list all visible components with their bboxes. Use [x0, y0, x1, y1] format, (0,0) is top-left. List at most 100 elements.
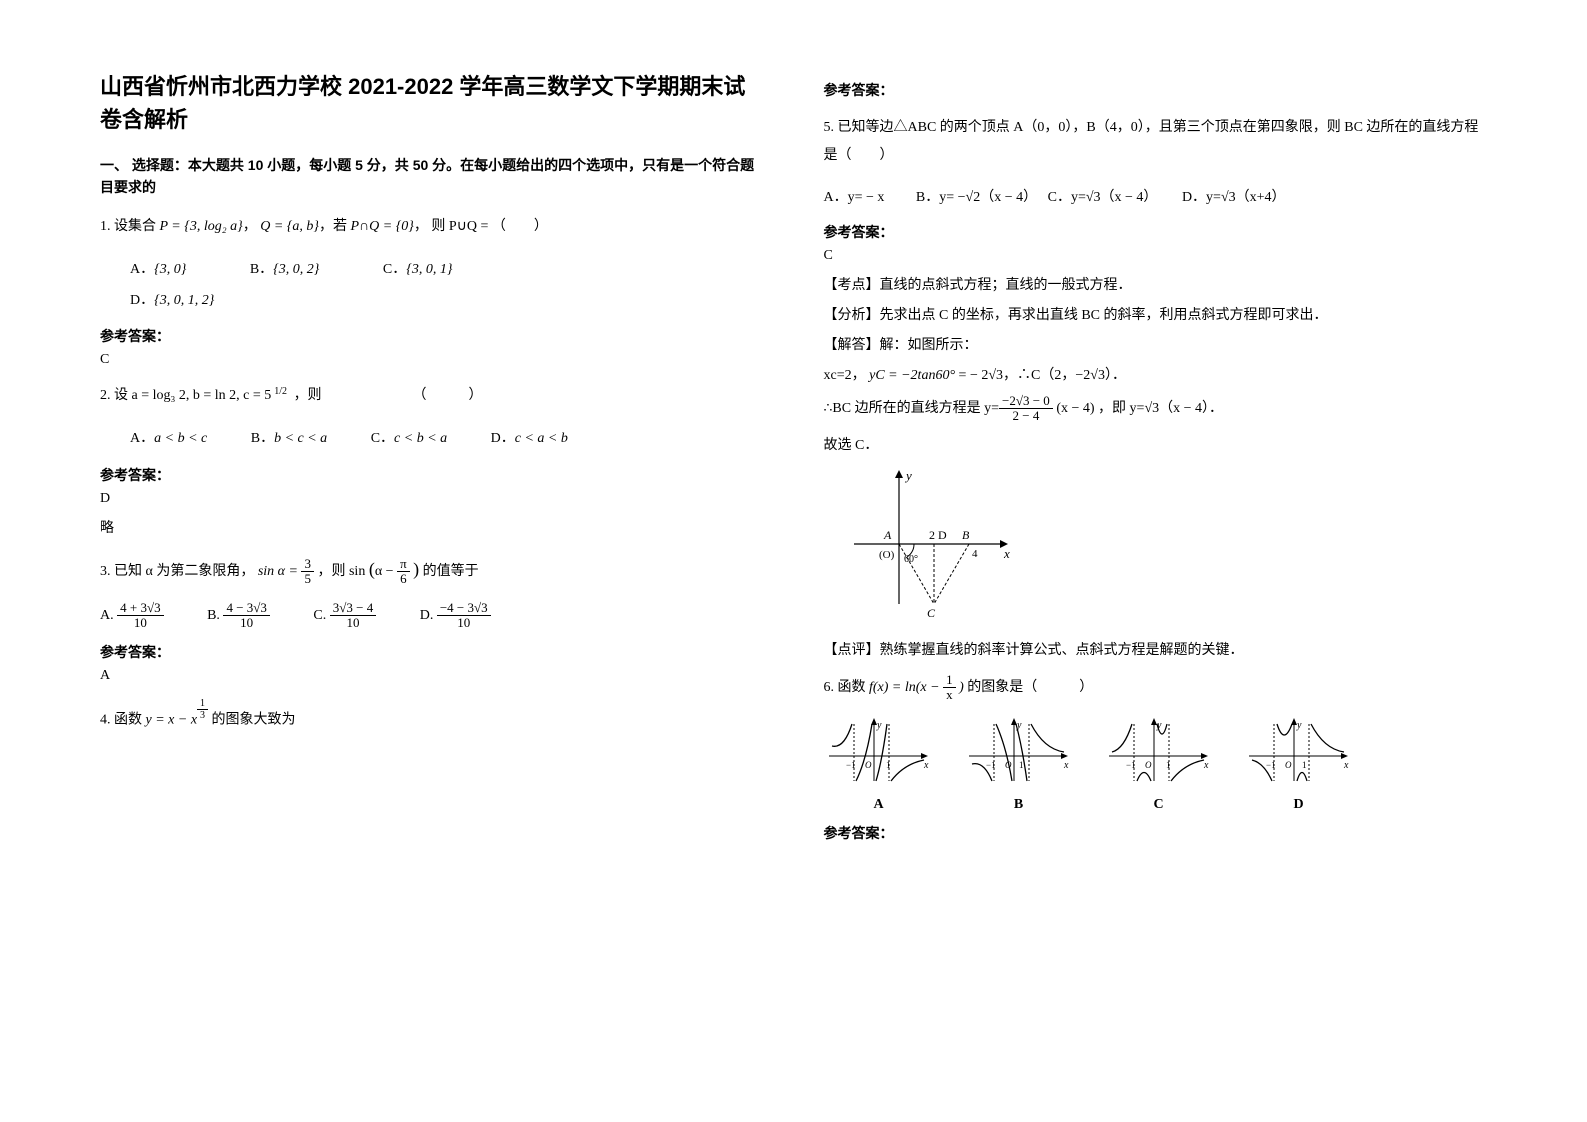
- point-a-label: A: [883, 528, 892, 542]
- q1-set-q: Q = {a, b}: [260, 219, 319, 234]
- q6-graph-d: y x −1 O 1 D: [1244, 716, 1354, 813]
- q6-ans-label: 参考答案：: [824, 823, 1488, 843]
- q3-ans: A: [100, 668, 764, 684]
- svg-text:1: 1: [1166, 760, 1171, 770]
- q3-stem-prefix: 3. 已知 α 为第二象限角，: [100, 564, 254, 579]
- q5-line2: ∴BC 边所在的直线方程是 y=−2√3 − 02 − 4 (x − 4) ，即…: [824, 394, 1488, 424]
- origin-label: (O): [879, 549, 895, 561]
- q2-options: A．a < b < c B．b < c < a C．c < b < a D．c …: [130, 424, 764, 455]
- q1-set-p: P = {3, log₂ a}: [160, 219, 243, 234]
- q6-label-b: B: [964, 797, 1074, 813]
- svg-text:O: O: [1285, 760, 1292, 770]
- doc-title: 山西省忻州市北西力学校 2021-2022 学年高三数学文下学期期末试卷含解析: [100, 70, 764, 136]
- question-4: 4. 函数 y = x − x13 的图象大致为: [100, 698, 764, 735]
- q5-opt-d: D．y=√3（x+4）: [1182, 190, 1286, 205]
- q3-opt-a: A. 4 + 3√310: [100, 601, 164, 632]
- q2-exp: 1/2: [271, 386, 290, 397]
- question-5: 5. 已知等边△ABC 的两个顶点 A（0，0），B（4，0），且第三个顶点在第…: [824, 114, 1488, 170]
- section-1-heading: 一、 选择题：本大题共 10 小题，每小题 5 分，共 50 分。在每小题给出的…: [100, 154, 764, 199]
- q4-stem-prefix: 4. 函数: [100, 713, 146, 728]
- svg-text:1: 1: [1302, 760, 1307, 770]
- page-root: 山西省忻州市北西力学校 2021-2022 学年高三数学文下学期期末试卷含解析 …: [0, 0, 1587, 889]
- point-b-label: B: [962, 528, 970, 542]
- q6-label-d: D: [1244, 797, 1354, 813]
- triangle-axes-svg: y x A 2 D B (O) 4 60° C: [844, 464, 1024, 624]
- q5-ans-label: 参考答案：: [824, 222, 1488, 242]
- svg-text:x: x: [1203, 760, 1209, 771]
- graph-a-svg: y x −1 O 1: [824, 716, 934, 786]
- svg-text:x: x: [923, 760, 929, 771]
- q5-stem: 5. 已知等边△ABC 的两个顶点 A（0，0），B（4，0），且第三个顶点在第…: [824, 120, 1479, 163]
- point-d-label: 2 D: [929, 528, 947, 542]
- q3-opt-b: B. 4 − 3√310: [207, 601, 270, 632]
- q6-func: f(x) = ln(x −: [869, 680, 943, 695]
- q6-frac: 1x: [943, 673, 956, 703]
- q2-opt-d: D．c < a < b: [491, 424, 568, 455]
- point-c-label: C: [927, 606, 936, 620]
- graph-d-svg: y x −1 O 1: [1244, 716, 1354, 786]
- q1-opt-b: B．{3, 0, 2}: [250, 255, 320, 286]
- q6-graph-c: y x −1 O 1 C: [1104, 716, 1214, 813]
- q2-stem2: ，则 （ ）: [294, 388, 483, 403]
- q1-cond: P∩Q = {0}: [350, 219, 413, 234]
- question-1: 1. 设集合 P = {3, log₂ a}， Q = {a, b}，若 P∩Q…: [100, 213, 764, 241]
- left-column: 山西省忻州市北西力学校 2021-2022 学年高三数学文下学期期末试卷含解析 …: [100, 70, 764, 849]
- q6-stem-prefix: 6. 函数: [824, 680, 870, 695]
- svg-text:x: x: [1063, 760, 1069, 771]
- svg-text:1: 1: [1019, 760, 1024, 770]
- q1-opt-c: C．{3, 0, 1}: [383, 255, 453, 286]
- q5-opt-c: C．y=√3（x − 4）: [1048, 190, 1151, 205]
- q1-opt-d: D．{3, 0, 1, 2}: [130, 286, 214, 317]
- q5-ans: C: [824, 248, 1488, 264]
- q3-pi6: π 6: [397, 557, 410, 587]
- q5-opt-b: B．y= −√2（x − 4）: [916, 190, 1030, 205]
- q3-opt-d: D. −4 − 3√310: [420, 601, 491, 632]
- q6-graphs: y x −1 O 1 A: [824, 716, 1488, 813]
- question-2: 2. 设 a = log₃ 2, b = ln 2, c = 51/2 ，则 （…: [100, 382, 764, 410]
- q5-kaodian: 【考点】直线的点斜式方程；直线的一般式方程．: [824, 274, 1488, 294]
- q3-sin: sin α =: [258, 564, 302, 579]
- q1-stem-prefix: 1. 设集合: [100, 219, 160, 234]
- q1-ans: C: [100, 352, 764, 368]
- q2-brief: 略: [100, 517, 764, 537]
- q5-jieda-head: 【解答】解：如图所示：: [824, 334, 1488, 354]
- q2-opt-a: A．a < b < c: [130, 424, 207, 455]
- q5-fenxi: 【分析】先求出点 C 的坐标，再求出直线 BC 的斜率，利用点斜式方程即可求出．: [824, 304, 1488, 324]
- q1-ask: 则 P∪Q = （ ）: [431, 219, 548, 234]
- svg-text:y: y: [1296, 720, 1302, 731]
- q6-label-a: A: [824, 797, 934, 813]
- q5-options: A．y= − x B．y= −√2（x − 4） C．y=√3（x − 4） D…: [824, 184, 1488, 212]
- svg-text:O: O: [1145, 760, 1152, 770]
- axis-x-label: x: [1003, 546, 1010, 561]
- q5-diagram: y x A 2 D B (O) 4 60° C: [844, 464, 1488, 629]
- graph-b-svg: y x −1 O 1: [964, 716, 1074, 786]
- q3-frac: 3 5: [301, 557, 314, 587]
- q2-opt-c: C．c < b < a: [371, 424, 447, 455]
- q3-stem-mid: ，则 sin: [317, 564, 365, 579]
- question-3: 3. 已知 α 为第二象限角， sin α = 3 5 ，则 sin (α − …: [100, 551, 764, 587]
- axis-y-label: y: [904, 468, 912, 483]
- svg-text:1: 1: [886, 760, 891, 770]
- four-label: 4: [972, 548, 978, 560]
- q1-ans-label: 参考答案：: [100, 326, 764, 346]
- q2-ans-label: 参考答案：: [100, 465, 764, 485]
- q1-opt-a: A．{3, 0}: [130, 255, 186, 286]
- svg-text:x: x: [1343, 760, 1349, 771]
- q6-label-c: C: [1104, 797, 1214, 813]
- graph-c-svg: y x −1 O 1: [1104, 716, 1214, 786]
- q4-ans-label: 参考答案：: [824, 80, 1488, 100]
- q2-ans: D: [100, 491, 764, 507]
- q5-dianping: 【点评】熟练掌握直线的斜率计算公式、点斜式方程是解题的关键．: [824, 639, 1488, 659]
- q6-graph-a: y x −1 O 1 A: [824, 716, 934, 813]
- q5-opt-a: A．y= − x: [824, 190, 885, 205]
- q4-func: y = x − x: [146, 713, 198, 728]
- right-column: 参考答案： 5. 已知等边△ABC 的两个顶点 A（0，0），B（4，0），且第…: [824, 70, 1488, 849]
- svg-text:y: y: [876, 720, 882, 731]
- q3-stem-suffix: 的值等于: [423, 564, 479, 579]
- question-6: 6. 函数 f(x) = ln(x − 1x ) 的图象是（ ）: [824, 673, 1488, 703]
- angle-label: 60°: [904, 554, 918, 565]
- q4-exp: 13: [197, 698, 208, 721]
- q2-opt-b: B．b < c < a: [251, 424, 327, 455]
- q2-stem: 2. 设 a = log₃ 2, b = ln 2, c = 5: [100, 388, 271, 403]
- q3-ans-label: 参考答案：: [100, 642, 764, 662]
